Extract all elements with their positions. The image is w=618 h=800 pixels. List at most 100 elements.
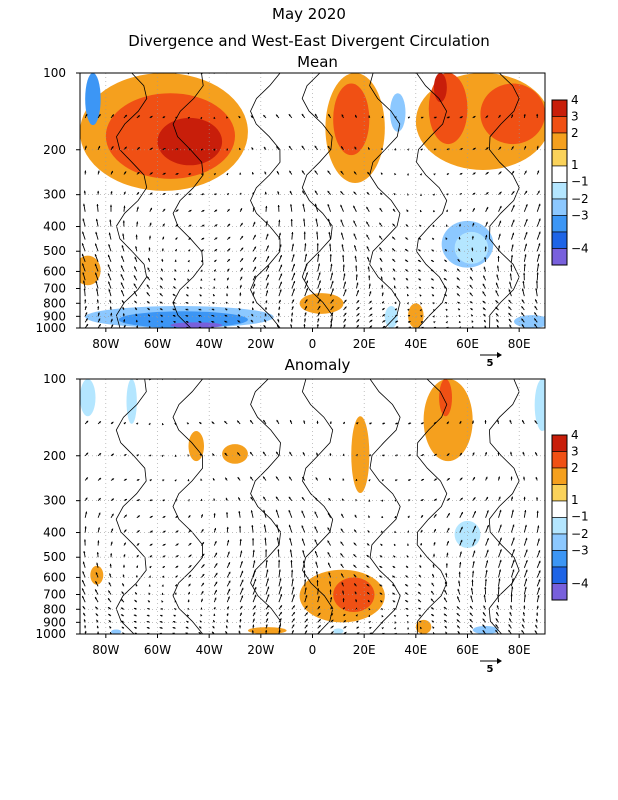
vector-arrowhead-255 — [122, 583, 125, 586]
vector-arrowhead-38 — [110, 318, 113, 322]
vector-arrowhead-463 — [486, 525, 489, 528]
vector-arrowhead-400 — [135, 234, 138, 237]
vector-arrowhead-235 — [331, 280, 334, 284]
vector-arrowhead-181 — [95, 288, 99, 291]
vector-arrowhead-43 — [172, 626, 175, 629]
vector-arrowhead-501 — [511, 509, 514, 512]
vector-arrowhead-173 — [457, 301, 460, 304]
vector-arrowhead-420 — [392, 236, 395, 239]
vector-arrowhead-113 — [146, 614, 150, 617]
figure-title: May 2020 — [272, 5, 346, 23]
vector-arrowhead-227 — [226, 285, 229, 288]
vector-arrowhead-604 — [447, 453, 450, 456]
vector-arrowhead-582 — [161, 454, 164, 458]
vector-arrowhead-75 — [121, 620, 124, 623]
vector-arrowhead-112 — [133, 614, 137, 617]
vector-arrowhead-572 — [497, 476, 501, 479]
vector-arrowhead-544 — [137, 171, 140, 175]
vector-arrowhead-246 — [469, 284, 472, 288]
vector-arrowhead-647 — [536, 113, 539, 116]
vector-arrowhead-360 — [81, 243, 84, 246]
vector-arrowhead-253 — [95, 272, 98, 275]
vector-arrow-649 — [98, 73, 99, 74]
vector-arrowhead-488 — [341, 513, 344, 516]
vector-arrowhead-536 — [499, 191, 502, 194]
vector-arrowhead-414 — [316, 231, 319, 234]
vector-arrowhead-288 — [82, 263, 85, 266]
vector-arrowhead-533 — [460, 497, 463, 500]
vector-arrowhead-537 — [512, 191, 515, 194]
vector-arrowhead-73 — [97, 312, 100, 315]
vector-arrowhead-584 — [188, 148, 191, 151]
vector-arrowhead-659 — [224, 376, 226, 378]
vector-arrowhead-228 — [239, 284, 242, 288]
vector-arrowhead-456 — [394, 530, 397, 533]
vector-arrowhead-53 — [303, 318, 307, 321]
vector-arrowhead-178 — [523, 605, 526, 608]
vector-arrowhead-363 — [123, 554, 126, 557]
vector-arrowhead-449 — [301, 525, 304, 528]
vector-arrowhead-229 — [253, 283, 256, 287]
colorbar-label-0: 4 — [571, 93, 579, 107]
vector-arrowhead-57 — [356, 626, 359, 629]
contour-line-5 — [416, 379, 448, 634]
vector-arrowhead-368 — [188, 249, 191, 252]
vector-arrow-664 — [291, 379, 292, 380]
vector-arrowhead-176 — [496, 605, 499, 608]
vector-arrowhead-334 — [214, 259, 217, 262]
vector-arrowhead-171 — [432, 302, 435, 305]
vector-arrowhead-410 — [266, 233, 269, 236]
vector-field — [81, 73, 541, 328]
vector-arrowhead-518 — [263, 496, 266, 499]
vector-arrowhead-344 — [342, 254, 345, 257]
vector-arrowhead-32 — [497, 325, 499, 328]
vector-arrowhead-523 — [327, 190, 330, 194]
vector-arrowhead-576 — [86, 452, 89, 455]
vector-arrowhead-137 — [458, 308, 461, 311]
vector-arrowhead-188 — [186, 294, 189, 297]
vector-arrowhead-213 — [510, 594, 513, 597]
vector-arrowhead-84 — [238, 314, 241, 317]
vector-arrowhead-66 — [469, 624, 472, 628]
vector-arrowhead-121 — [251, 307, 254, 310]
vector-arrowhead-49 — [250, 319, 253, 323]
vector-arrowhead-87 — [279, 618, 282, 621]
vector-arrowhead-555 — [275, 476, 278, 479]
vector-arrowhead-567 — [434, 478, 437, 481]
vector-arrowhead-254 — [107, 273, 110, 276]
vector-arrowhead-633 — [355, 114, 358, 118]
vector-arrowhead-406 — [214, 541, 217, 544]
vector-arrowhead-123 — [278, 306, 281, 309]
vector-arrowhead-384 — [393, 555, 396, 558]
x-tick-label-5: 20E — [353, 643, 376, 657]
vector-arrowhead-537 — [510, 496, 514, 499]
vector-arrowhead-418 — [367, 543, 370, 546]
vector-arrowhead-308 — [342, 264, 345, 267]
vector-arrowhead-313 — [405, 269, 408, 272]
vector-arrowhead-278 — [418, 583, 421, 586]
vector-arrowhead-458 — [419, 224, 422, 227]
vector-arrowhead-553 — [250, 476, 253, 479]
vector-arrowhead-269 — [305, 272, 308, 275]
vector-arrowhead-70 — [522, 624, 524, 627]
vector-arrowhead-265 — [254, 578, 257, 582]
vector-arrowhead-51 — [278, 624, 281, 627]
vector-arrowhead-500 — [499, 205, 502, 209]
vector-arrowhead-65 — [457, 625, 460, 628]
vector-arrowhead-464 — [499, 220, 502, 223]
vector-arrowhead-473 — [149, 207, 152, 211]
vector-arrowhead-75 — [122, 313, 125, 316]
vector-arrowhead-237 — [354, 591, 357, 594]
vector-arrowhead-17 — [303, 324, 306, 327]
vector-arrowhead-132 — [394, 615, 397, 618]
vector-arrowhead-586 — [212, 453, 215, 456]
vector-arrowhead-211 — [483, 594, 486, 597]
vector-arrowhead-285 — [511, 578, 514, 581]
vector-arrowhead-486 — [314, 203, 317, 206]
vector-arrowhead-612 — [86, 420, 89, 423]
vector-arrowhead-638 — [421, 116, 424, 119]
vector-arrow-663 — [278, 73, 279, 74]
vector-arrowhead-482 — [265, 205, 268, 208]
vector-arrowhead-502 — [525, 204, 528, 207]
vector-arrowhead-532 — [447, 498, 450, 501]
